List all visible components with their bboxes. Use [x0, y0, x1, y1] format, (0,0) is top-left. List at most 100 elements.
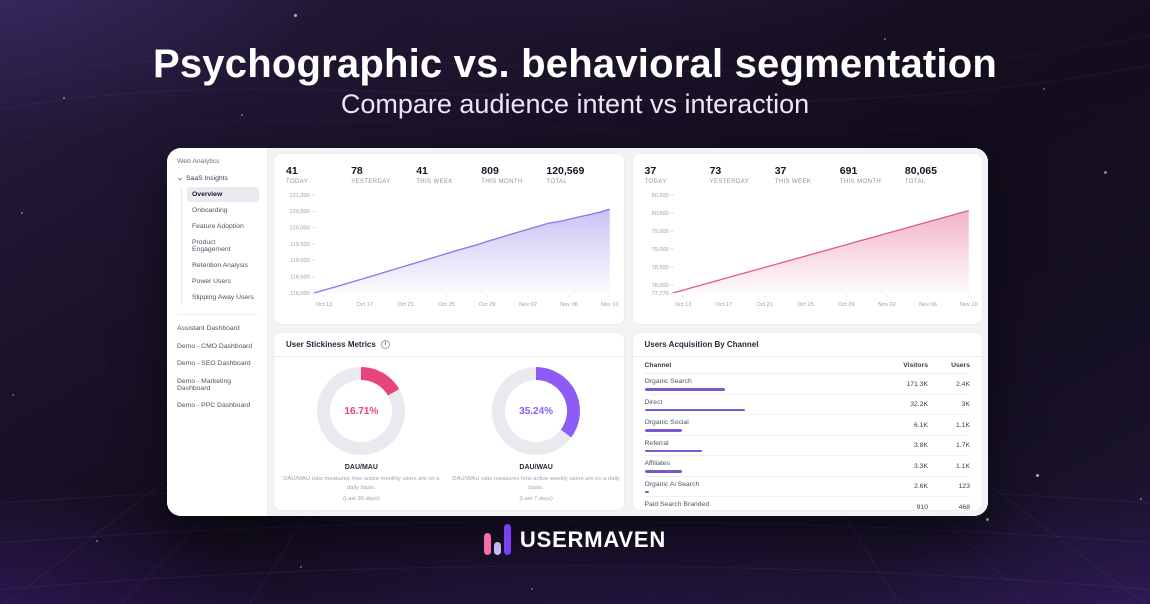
info-icon[interactable] [380, 340, 390, 349]
star-dot [300, 566, 302, 568]
users-area-chart: 80,500 80,000 79,500 79,000 78,500 78,000 77,7… [651, 193, 977, 308]
sidebar-item[interactable]: Demo - Marketing Dashboard [177, 377, 232, 392]
stat: 41 TODAY [286, 165, 351, 185]
stat-value: 37 [774, 165, 787, 177]
visitors-value: 32.2K [910, 401, 928, 409]
stat-value: 73 [709, 165, 722, 177]
svg-text:Oct 17: Oct 17 [357, 302, 373, 308]
star-dot [294, 14, 297, 17]
dau-wau-label: DAU/WAU [519, 464, 553, 471]
sidebar-subnav: Overview Onboarding Feature Adoption Pro… [181, 187, 259, 305]
svg-text:119,000: 119,000 [290, 258, 310, 264]
svg-text:77,776: 77,776 [651, 291, 668, 297]
channel-name: Direct [644, 398, 663, 406]
stat-label: YESTERDAY [351, 179, 391, 185]
dashboard-main: 41 TODAY 78 YESTERDAY 41 THIS WEEK 809 T… [268, 148, 988, 516]
page-subtitle: Compare audience intent vs interaction [340, 89, 810, 119]
channel-name: Organic Social [644, 419, 689, 426]
svg-text:Oct 21: Oct 21 [756, 302, 772, 308]
visitors-value: 3.8K [914, 442, 928, 450]
acquisition-panel: Users Acquisition By Channel Channel Vis… [631, 332, 983, 511]
sidebar-item[interactable]: Slipping Away Users [192, 294, 254, 301]
svg-text:Nov 10: Nov 10 [601, 302, 619, 308]
table-row: Direct 32.2K 3K [644, 395, 970, 415]
dau-mau-percent: 16.71% [344, 405, 379, 417]
svg-text:118,500: 118,500 [290, 275, 310, 281]
sidebar-item[interactable]: Power Users [192, 278, 231, 285]
dau-wau-percent: 35.24% [519, 405, 554, 417]
sidebar-item[interactable]: Overview [187, 187, 259, 202]
sidebar-item[interactable]: Assistant Dashboard [177, 325, 240, 332]
users-value: 468 [958, 503, 970, 511]
visitors-value: 3.3K [914, 462, 928, 470]
stat-label: THIS WEEK [416, 179, 453, 185]
stat-value: 78 [351, 165, 363, 177]
channel-name: Organic Ai Search [644, 480, 700, 488]
visitors-area-chart: 121,000 120,500 120,000 119,500 119,000 118,5… [290, 193, 619, 308]
stat-value: 809 [481, 165, 499, 177]
users-value: 2.4K [956, 380, 970, 388]
sidebar-item[interactable]: Onboarding [192, 207, 228, 214]
sidebar-item[interactable]: Demo - CMO Dashboard [177, 342, 253, 350]
acquisition-table-header: Channel Visitors Users [644, 357, 970, 374]
sidebar-group-saas-insights[interactable]: SaaS Insights [177, 175, 259, 182]
visitors-value: 6.1K [914, 421, 928, 429]
table-row: Organic Ai Search 2.6K 123 [644, 477, 970, 497]
table-row: Affiliates 3.3K 1.1K [644, 456, 970, 477]
channel-name: Referral [644, 439, 669, 447]
svg-text:Oct 25: Oct 25 [438, 302, 454, 308]
col-visitors: Visitors [903, 362, 928, 369]
acquisition-panel-title: Users Acquisition By Channel [644, 340, 759, 349]
table-row: Paid Search Branded 910 468 [644, 497, 971, 511]
sidebar-item[interactable]: Demo - SEO Dashboard [177, 360, 251, 367]
channel-bar [644, 408, 745, 411]
col-channel: Channel [644, 362, 672, 369]
dau-mau-description: DAU/MAU ratio measures how active monthl… [283, 476, 440, 491]
star-dot [1140, 498, 1142, 500]
logo-bar-pink [483, 533, 491, 555]
logo-bar-purple [503, 524, 511, 555]
stat-value: 37 [644, 165, 657, 177]
svg-text:78,000: 78,000 [651, 283, 668, 289]
dau-mau-period: (Last 30 days) [343, 495, 380, 502]
acquisition-table-body: Organic Search 171.3K 2.4K Direct 32.2K … [644, 374, 971, 511]
dau-mau-label: DAU/MAU [344, 464, 378, 471]
stat-value: 41 [416, 165, 428, 177]
stat-value: 691 [839, 165, 858, 177]
stat-value: 80,065 [904, 165, 937, 177]
svg-text:Oct 29: Oct 29 [479, 302, 495, 308]
col-users: Users [951, 362, 970, 369]
visitors-value: 171.3K [906, 380, 928, 388]
svg-text:78,500: 78,500 [651, 265, 668, 271]
svg-text:Oct 13: Oct 13 [674, 302, 690, 308]
star-dot [986, 518, 989, 521]
stickiness-panel: User Stickiness Metrics 16.71% DAU/MAU D… [273, 332, 625, 511]
channel-bar [644, 490, 649, 493]
stat-label: TOTAL [904, 179, 926, 185]
sidebar-section-web-analytics[interactable]: Web Analytics [177, 158, 220, 165]
sidebar: Web Analytics SaaS Insights Overview Onb… [167, 148, 268, 516]
channel-name: Paid Search Branded [644, 501, 710, 508]
star-dot [884, 38, 886, 40]
stat: 120,569 TOTAL [546, 165, 611, 185]
star-dot [1043, 88, 1045, 90]
svg-text:Nov 10: Nov 10 [959, 302, 977, 308]
svg-text:118,000: 118,000 [290, 291, 310, 297]
channel-bar [644, 429, 682, 432]
sidebar-dashboards: Assistant Dashboard Demo - CMO Dashboard… [177, 325, 259, 409]
table-row: Organic Search 171.3K 2.4K [644, 374, 970, 395]
star-dot [63, 97, 65, 99]
usermaven-logo: USERMAVEN [0, 524, 1150, 555]
sidebar-item[interactable]: Product Engagement [192, 239, 231, 253]
svg-text:Nov 02: Nov 02 [878, 302, 896, 308]
stat: 37 TODAY [645, 165, 710, 185]
svg-text:Oct 17: Oct 17 [715, 302, 731, 308]
sidebar-item[interactable]: Demo - PPC Dashboard [177, 402, 251, 409]
sidebar-item[interactable]: Retention Analysis [192, 262, 248, 269]
sidebar-item[interactable]: Feature Adoption [192, 223, 244, 230]
dau-wau-donut-chart: 35.24% [492, 367, 581, 455]
dashboard-window: Web Analytics SaaS Insights Overview Onb… [167, 148, 988, 516]
stat: 73 YESTERDAY [710, 165, 775, 185]
stat: 80,065 TOTAL [905, 165, 970, 185]
stickiness-panel-title: User Stickiness Metrics [286, 340, 376, 349]
